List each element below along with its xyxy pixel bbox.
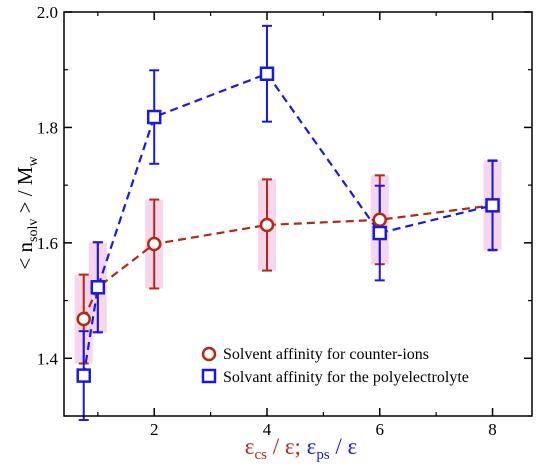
- y-tick-label: 1.6: [37, 234, 58, 253]
- data-point-square: [259, 66, 275, 82]
- ylabel-prefix: < n: [13, 241, 37, 269]
- x-axis-title: εcs / ε; εps / ε: [245, 434, 357, 463]
- data-point-circle: [76, 311, 91, 327]
- legend-item-polyelectrolyte: Solvant affinity for the polyelectrolyte: [201, 368, 469, 386]
- legend: Solvent affinity for counter-ions Solvan…: [201, 346, 469, 386]
- data-point-square: [372, 225, 388, 241]
- x-tick-label: 4: [263, 420, 272, 439]
- legend-label-polyelectrolyte: Solvant affinity for the polyelectrolyte: [223, 369, 469, 386]
- series-lines: [82, 72, 493, 376]
- data-point-square: [146, 109, 162, 125]
- axis-ticks: 2 4 6 8 1.4 1.6 1.8 2.0: [37, 3, 532, 439]
- ylabel-middle: > / M: [13, 166, 37, 218]
- x-tick-label: 6: [376, 420, 385, 439]
- data-markers: [76, 66, 500, 383]
- xlabel-part1: ε: [245, 434, 255, 459]
- xlabel-part1-rest: / ε;: [267, 434, 301, 459]
- x-tick-label: 2: [150, 420, 159, 439]
- legend-marker-circle: [201, 346, 217, 362]
- legend-label-counter-ions: Solvent affinity for counter-ions: [223, 346, 429, 363]
- xlabel-part2: ε: [301, 434, 316, 459]
- xlabel-part2-rest: / ε: [330, 434, 358, 459]
- xlabel-part2-sub: ps: [316, 447, 330, 463]
- data-point-circle: [146, 236, 162, 252]
- error-bands: [74, 160, 502, 364]
- y-tick-label: 2.0: [37, 3, 58, 22]
- data-point-circle: [259, 217, 275, 233]
- series-line-0: [82, 204, 493, 320]
- ylabel-sub2: w: [26, 156, 41, 167]
- plot-frame: [63, 11, 533, 417]
- legend-item-counter-ions: Solvent affinity for counter-ions: [201, 346, 429, 363]
- y-tick-label: 1.8: [37, 118, 58, 137]
- ylabel-sub1: solv: [26, 219, 41, 242]
- data-point-square: [76, 368, 91, 383]
- svg-text:< nsolv > / Mw: < nsolv > / Mw: [13, 156, 41, 270]
- xlabel-part1-sub: cs: [254, 447, 267, 463]
- data-point-square: [90, 280, 106, 295]
- y-axis-title: < nsolv > / Mw: [13, 156, 41, 270]
- data-point-square: [485, 198, 500, 213]
- x-tick-label: 8: [488, 420, 497, 439]
- y-tick-label: 1.4: [37, 349, 59, 368]
- series-line-1: [82, 72, 493, 376]
- data-point-circle: [372, 212, 388, 228]
- legend-marker-square: [201, 368, 217, 384]
